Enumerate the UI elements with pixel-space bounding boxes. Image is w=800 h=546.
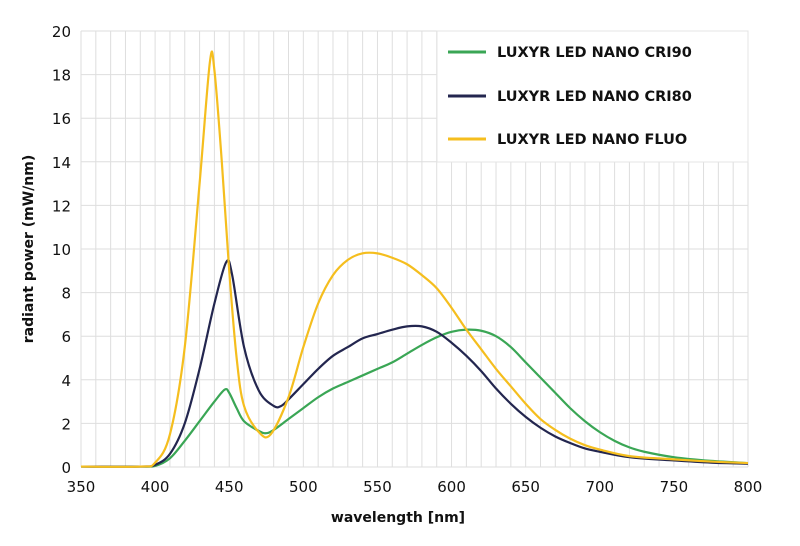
x-axis-label: wavelength [nm]: [331, 510, 465, 526]
series-lines: [80, 50, 749, 468]
y-tick-label: 8: [61, 285, 71, 303]
y-tick-label: 16: [52, 110, 71, 128]
x-tick-label: 450: [215, 478, 244, 496]
x-tick-label: 650: [511, 478, 540, 496]
x-tick-label: 550: [363, 478, 392, 496]
legend: LUXYR LED NANO CRI90 LUXYR LED NANO CRI8…: [436, 30, 749, 163]
legend-label-cri80: LUXYR LED NANO CRI80: [497, 89, 692, 105]
y-tick-label: 14: [52, 154, 71, 172]
series-line-fluo: [80, 50, 749, 468]
y-axis-label: radiant power (mW/nm): [21, 155, 37, 344]
x-tick-label: 500: [289, 478, 318, 496]
y-tick-label: 20: [52, 23, 71, 41]
y-tick-label: 0: [61, 459, 71, 477]
x-tick-label: 700: [585, 478, 614, 496]
x-tick-labels: 350 400 450 500 550 600 650 700 750 800: [67, 478, 763, 496]
y-tick-labels: 0 2 4 6 8 10 12 14 16 18 20: [52, 23, 71, 477]
y-tick-label: 2: [61, 415, 71, 433]
grid: [80, 30, 749, 468]
legend-label-cri90: LUXYR LED NANO CRI90: [497, 45, 692, 61]
y-tick-label: 6: [61, 328, 71, 346]
y-tick-label: 12: [52, 197, 71, 215]
y-tick-label: 4: [61, 372, 71, 390]
x-tick-label: 800: [734, 478, 763, 496]
y-tick-label: 10: [52, 241, 71, 259]
legend-label-fluo: LUXYR LED NANO FLUO: [497, 132, 687, 148]
series-line-cri80: [80, 259, 749, 468]
x-tick-label: 400: [141, 478, 170, 496]
x-tick-label: 750: [660, 478, 689, 496]
series-line-cri90: [80, 328, 749, 468]
x-tick-label: 600: [437, 478, 466, 496]
y-tick-label: 18: [52, 67, 71, 85]
x-tick-label: 350: [67, 478, 96, 496]
